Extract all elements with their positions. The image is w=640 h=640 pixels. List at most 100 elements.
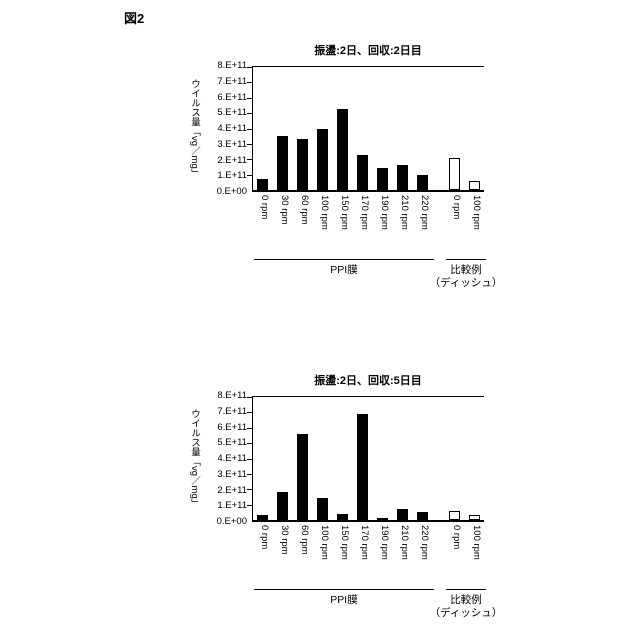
bar [297, 433, 309, 520]
plot-wrap: 0 rpm 30 rpm 60 rpm 100 rpm 150 rpm 170 rpm 19… [247, 66, 502, 290]
bar [448, 157, 460, 190]
bar-slot [253, 397, 273, 520]
x-tick-label: 170 rpm [359, 525, 370, 560]
x-tick-label: 100 rpm [319, 525, 330, 560]
group-label-text: PPI膜 [330, 264, 358, 276]
y-tick-mark [247, 504, 252, 506]
y-tick-label: 1.E+11 [217, 500, 247, 512]
y-tick-label: 7.E+11 [217, 75, 247, 87]
plot-wrap: 0 rpm 30 rpm 60 rpm 100 rpm 150 rpm 170 rpm 19… [247, 396, 502, 620]
y-tick-label: 2.E+11 [217, 484, 247, 496]
bar [396, 509, 408, 520]
bar [416, 174, 428, 190]
bar [277, 492, 289, 520]
x-tick-label: 0 rpm [259, 525, 270, 550]
bar [356, 154, 368, 190]
bar-slot [412, 67, 432, 190]
bar [257, 515, 269, 520]
y-tick-mark [247, 473, 252, 475]
bar [416, 512, 428, 520]
y-tick-mark [247, 427, 252, 429]
group-label: PPI膜 [254, 589, 434, 620]
bar [468, 515, 480, 520]
y-tick-mark [247, 159, 252, 161]
group-labels: PPI膜 比較例 （ディッシュ） [252, 589, 502, 620]
bar [376, 517, 388, 520]
x-tick-label: 30 rpm [279, 195, 290, 225]
chart-title: 振盪:2日、回収:5日目 [314, 375, 422, 387]
x-tick-label: 100 rpm [319, 195, 330, 230]
bar [337, 108, 349, 190]
bar-chart-recovery-day2: 振盪:2日、回収:2日目 ウイルス量「vg／mg」 0.E+00 1.E+11 2.… [186, 44, 616, 290]
x-tick-label: 0 rpm [451, 525, 462, 550]
plot-area [247, 396, 484, 522]
y-tick-mark [247, 128, 252, 130]
x-tick-label: 60 rpm [299, 525, 310, 555]
bar [337, 513, 349, 520]
y-tick-label: 1.E+11 [217, 170, 247, 182]
group-labels: PPI膜 比較例 （ディッシュ） [252, 259, 502, 290]
bar [277, 136, 289, 190]
bar-slot [372, 67, 392, 190]
y-tick-mark [247, 82, 252, 84]
y-tick-mark [247, 143, 252, 145]
x-labels: 0 rpm 30 rpm 60 rpm 100 rpm 150 rpm 170 rpm 19… [252, 195, 492, 247]
y-axis-title: ウイルス量「vg／mg」 [189, 79, 200, 179]
bar-slot [444, 397, 464, 520]
y-axis-ticks: 0.E+00 1.E+11 2.E+11 3.E+11 4.E+11 5.E+11 6.E+… [202, 61, 252, 197]
y-tick-mark [247, 489, 252, 491]
bar-slot [444, 67, 464, 190]
x-tick-label: 210 rpm [399, 525, 410, 560]
y-tick-label: 6.E+11 [217, 91, 247, 103]
bar-slot [253, 67, 273, 190]
bar [356, 413, 368, 520]
y-tick-mark [247, 97, 252, 99]
y-tick-mark [247, 113, 252, 115]
y-tick-label: 8.E+11 [217, 390, 247, 401]
x-tick-label: 0 rpm [259, 195, 270, 220]
y-tick-label: 3.E+11 [217, 138, 247, 150]
bar-slot [353, 67, 373, 190]
bar [396, 165, 408, 190]
chart-body: ウイルス量「vg／mg」 0.E+00 1.E+11 2.E+11 3.E+11 4.E… [186, 391, 616, 620]
x-tick-label: 0 rpm [451, 195, 462, 220]
x-tick-label: 220 rpm [419, 525, 430, 560]
group-label-text: （ディッシュ） [429, 277, 503, 289]
y-axis-ticks: 0.E+00 1.E+11 2.E+11 3.E+11 4.E+11 5.E+11 6.E+… [202, 391, 252, 527]
y-tick-mark [247, 443, 252, 445]
bar-slot [273, 397, 293, 520]
bar-slot [293, 397, 313, 520]
y-tick-mark [247, 458, 252, 460]
y-tick-label: 0.E+00 [216, 516, 247, 527]
y-tick-mark [247, 397, 252, 398]
x-tick-label: 190 rpm [379, 195, 390, 230]
chart-title: 振盪:2日、回収:2日目 [314, 45, 422, 57]
bar [317, 128, 329, 190]
bar-slot [464, 397, 484, 520]
y-axis-title: ウイルス量「vg／mg」 [189, 409, 200, 509]
y-axis-title-container: ウイルス量「vg／mg」 [186, 66, 202, 192]
bar-slot [412, 397, 432, 520]
bar-slot [392, 67, 412, 190]
y-tick-mark [247, 67, 252, 68]
x-tick-label: 190 rpm [379, 525, 390, 560]
group-label: 比較例 （ディッシュ） [430, 259, 502, 290]
bar [257, 179, 269, 190]
bar-slot [353, 397, 373, 520]
bar-chart-recovery-day5: 振盪:2日、回収:5日目 ウイルス量「vg／mg」 0.E+00 1.E+11 2.… [186, 374, 616, 620]
x-tick-label: 150 rpm [339, 525, 350, 560]
bar-slot [313, 397, 333, 520]
x-tick-label: 210 rpm [399, 195, 410, 230]
y-tick-label: 0.E+00 [216, 186, 247, 197]
x-tick-label: 100 rpm [471, 525, 482, 560]
chart-body: ウイルス量「vg／mg」 0.E+00 1.E+11 2.E+11 3.E+11 4.E… [186, 61, 616, 290]
y-tick-label: 4.E+11 [217, 453, 247, 464]
group-label-text: 比較例 [450, 264, 482, 276]
bar-slot [372, 397, 392, 520]
y-tick-label: 3.E+11 [217, 468, 247, 480]
group-label-text: （ディッシュ） [429, 607, 503, 619]
bar-slot [313, 67, 333, 190]
y-tick-label: 7.E+11 [217, 405, 247, 417]
x-labels: 0 rpm 30 rpm 60 rpm 100 rpm 150 rpm 170 rpm 19… [252, 525, 492, 577]
